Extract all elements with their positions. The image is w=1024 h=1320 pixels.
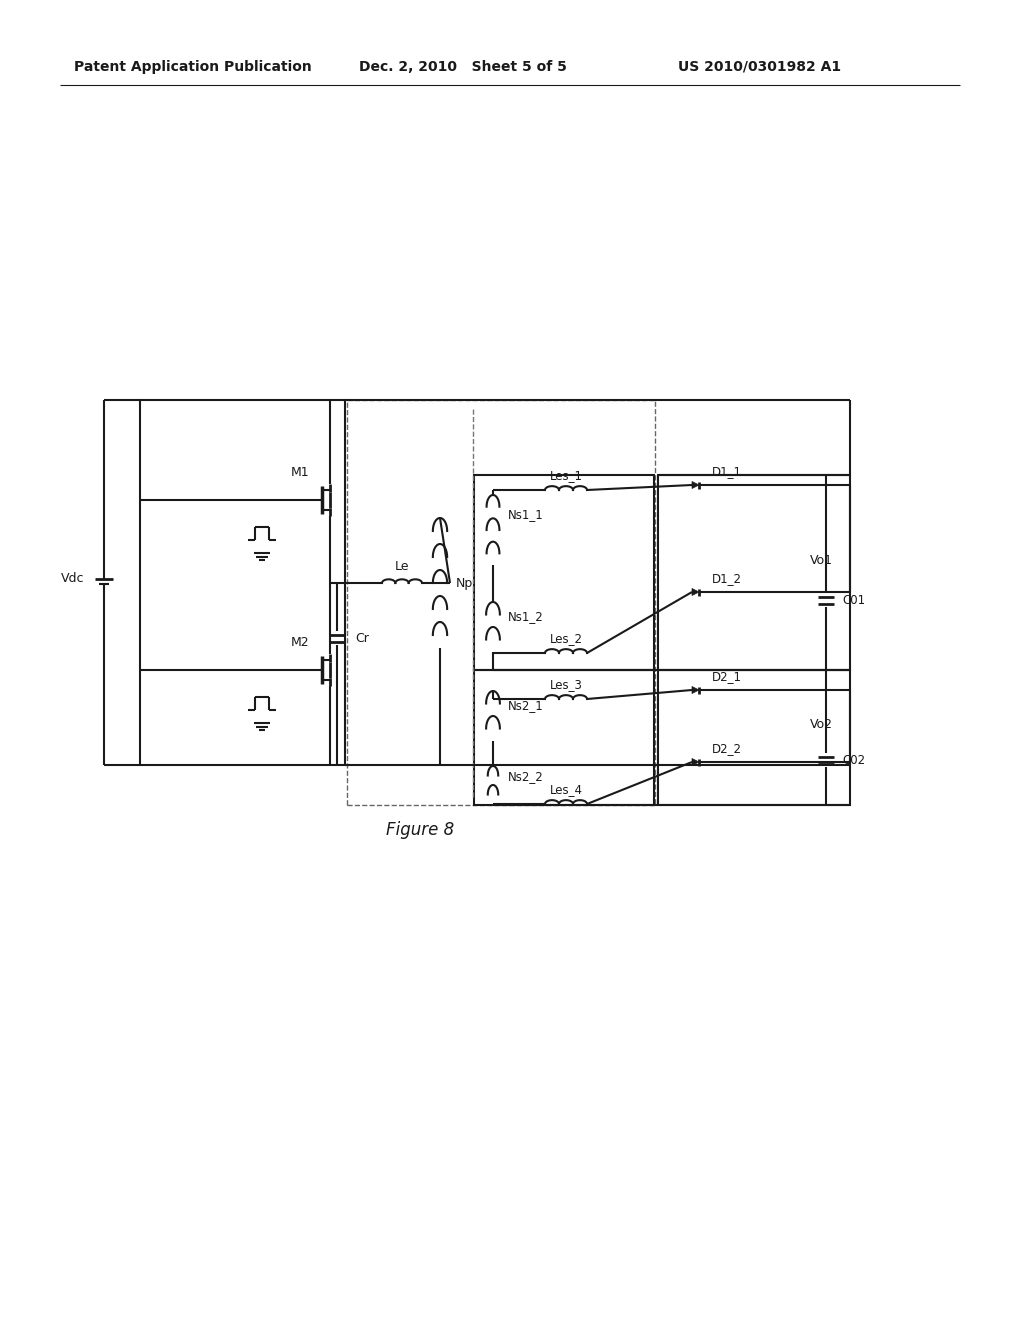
Text: D2_1: D2_1: [712, 671, 742, 684]
Text: D1_2: D1_2: [712, 573, 742, 586]
Text: Vdc: Vdc: [60, 573, 84, 586]
Bar: [658, 475, 850, 671]
Text: Vo2: Vo2: [810, 718, 833, 731]
Text: Np: Np: [456, 577, 473, 590]
Text: Ns1_1: Ns1_1: [508, 508, 544, 521]
Text: Dec. 2, 2010   Sheet 5 of 5: Dec. 2, 2010 Sheet 5 of 5: [359, 59, 567, 74]
Polygon shape: [692, 482, 699, 488]
Text: US 2010/0301982 A1: US 2010/0301982 A1: [679, 59, 842, 74]
Text: C02: C02: [842, 754, 865, 767]
Polygon shape: [692, 759, 699, 766]
Text: Les_2: Les_2: [550, 632, 583, 645]
Text: Ns2_2: Ns2_2: [508, 771, 544, 784]
Bar: [347, 400, 655, 805]
Bar: [474, 671, 654, 805]
Text: Patent Application Publication: Patent Application Publication: [74, 59, 312, 74]
Text: Figure 8: Figure 8: [386, 821, 454, 840]
Text: C01: C01: [842, 594, 865, 606]
Text: Les_4: Les_4: [550, 784, 583, 796]
Text: Vo1: Vo1: [810, 553, 833, 566]
Text: D1_1: D1_1: [712, 466, 742, 479]
Text: Les_3: Les_3: [550, 678, 583, 692]
Text: Ns1_2: Ns1_2: [508, 610, 544, 623]
Bar: [474, 475, 654, 671]
Text: M1: M1: [291, 466, 309, 479]
Text: M2: M2: [291, 635, 309, 648]
Polygon shape: [692, 589, 699, 595]
Bar: [658, 671, 850, 805]
Text: Cr: Cr: [355, 631, 369, 644]
Text: Le: Le: [394, 561, 410, 573]
Text: D2_2: D2_2: [712, 742, 742, 755]
Text: Les_1: Les_1: [550, 470, 583, 483]
Polygon shape: [692, 686, 699, 693]
Bar: [140, 400, 345, 766]
Text: Ns2_1: Ns2_1: [508, 700, 544, 713]
